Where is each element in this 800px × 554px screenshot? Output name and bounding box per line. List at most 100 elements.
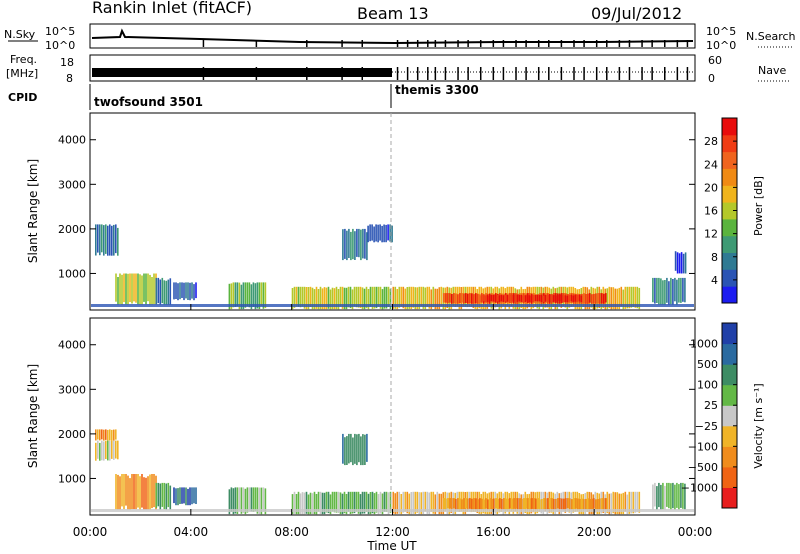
power-gate-column (634, 286, 637, 308)
velocity-gate-column (337, 491, 340, 513)
x-tick-label: 20:00 (577, 525, 612, 539)
velocity-colorbar-swatch (722, 384, 737, 406)
power-gate-column (230, 283, 233, 310)
power-gate-column (117, 277, 119, 305)
velocity-gate-column (632, 491, 635, 514)
power-gate-column (504, 294, 507, 302)
velocity-gate-column (115, 429, 117, 440)
velocity-gate-column (668, 482, 670, 509)
power-gate-column (680, 277, 682, 303)
power-gate-column (464, 293, 467, 303)
power-gate-column (490, 294, 493, 302)
power-gate-column (111, 225, 113, 256)
velocity-gate-column (492, 498, 495, 510)
velocity-gate-column (392, 491, 395, 514)
velocity-gate-column (498, 498, 501, 509)
velocity-gate-column (169, 485, 172, 510)
power-gate-column (183, 282, 185, 301)
x-tick-label: 08:00 (274, 525, 309, 539)
velocity-gate-column (358, 433, 360, 463)
power-gate-column (141, 275, 143, 305)
power-gate-column (373, 226, 375, 243)
velocity-gate-column (351, 491, 354, 514)
power-gate-column (101, 224, 103, 253)
power-gate-column (594, 293, 597, 304)
power-colorbar-swatch (722, 286, 737, 304)
velocity-gate-column (466, 498, 469, 510)
power-gate-column (377, 286, 380, 307)
velocity-gate-column (157, 482, 160, 507)
velocity-gate-column (313, 491, 316, 515)
nsky-panel-frame (89, 23, 696, 49)
cpid-mode-2: themis 3300 (395, 83, 479, 97)
velocity-colorbar-swatch (722, 487, 737, 509)
power-gate-column (256, 282, 259, 309)
velocity-region (155, 482, 172, 510)
velocity-colorbar-swatch (722, 405, 737, 427)
velocity-region (115, 474, 157, 510)
velocity-gate-column (630, 491, 633, 514)
power-gate-column (454, 293, 457, 304)
velocity-gate-column (546, 498, 549, 510)
power-data (91, 224, 694, 310)
velocity-gate-column (474, 498, 477, 510)
power-gate-column (534, 294, 537, 302)
power-gate-column (369, 224, 371, 242)
velocity-ytick-label: 3000 (58, 383, 86, 396)
velocity-gate-column (414, 491, 417, 514)
power-gate-column (349, 286, 352, 309)
power-gate-column (496, 294, 499, 302)
power-gate-column (348, 228, 350, 258)
velocity-gate-column (412, 491, 415, 514)
power-gate-column (468, 293, 471, 304)
velocity-gate-column (634, 491, 637, 513)
velocity-gate-column (678, 484, 680, 510)
velocity-gate-column (248, 487, 251, 512)
power-gate-column (622, 289, 625, 310)
velocity-gate-column (614, 492, 617, 515)
power-gate-column (242, 282, 245, 310)
velocity-gate-column (422, 491, 425, 514)
velocity-gate-column (97, 429, 99, 440)
velocity-gate-column (264, 488, 267, 515)
velocity-colorbar-label: Velocity [m s⁻¹] (752, 383, 765, 468)
velocity-gate-column (145, 477, 147, 510)
velocity-gate-column (416, 491, 419, 513)
power-gate-column (472, 294, 475, 304)
power-gate-column (450, 294, 453, 304)
power-gate-column (522, 295, 525, 302)
velocity-gate-column (105, 440, 107, 459)
velocity-colorbar-tick-label: −25 (695, 420, 718, 433)
power-gate-column (369, 286, 372, 307)
x-tick-label: 00:00 (678, 525, 713, 539)
power-gate-column (670, 277, 672, 305)
power-gate-column (115, 224, 117, 254)
power-gate-column (109, 224, 111, 256)
power-gate-column (408, 286, 411, 309)
velocity-gate-column (472, 498, 475, 510)
power-gate-column (664, 280, 666, 305)
velocity-region (228, 487, 267, 515)
power-gate-column (385, 224, 387, 243)
power-gate-column (682, 253, 685, 274)
velocity-colorbar-tick-label: 1000 (690, 338, 718, 351)
power-gate-column (440, 286, 443, 307)
velocity-gate-column (674, 484, 676, 510)
velocity-colorbar-tick-label: 100 (697, 379, 718, 392)
freq-tick-bottom: 8 (66, 72, 73, 85)
velocity-gate-column (254, 487, 257, 511)
power-gate-column (260, 282, 263, 306)
power-colorbar-swatch (722, 134, 737, 153)
power-gate-column (498, 295, 501, 302)
power-gate-column (452, 293, 455, 304)
power-gate-column (590, 294, 593, 304)
velocity-gate-column (482, 499, 485, 510)
power-gate-column (350, 231, 352, 261)
velocity-gate-column (293, 491, 296, 514)
power-gate-column (484, 295, 487, 302)
power-gate-column (562, 295, 565, 302)
power-gate-column (410, 286, 413, 309)
velocity-gate-column (183, 487, 185, 504)
velocity-gate-column (454, 499, 457, 510)
